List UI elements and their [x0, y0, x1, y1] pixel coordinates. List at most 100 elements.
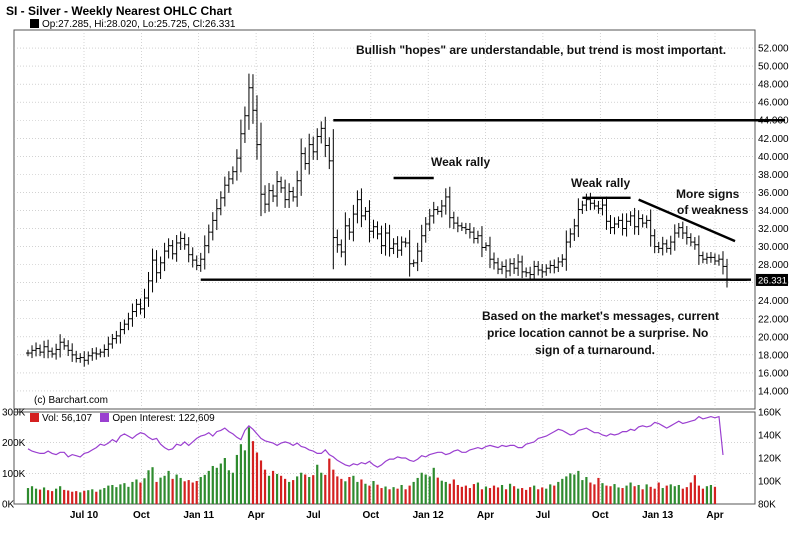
volume-bar: [50, 491, 54, 504]
volume-legend-swatch: [30, 413, 39, 422]
volume-bar: [296, 476, 299, 504]
volume-bar: [151, 467, 154, 504]
volume-bar: [288, 481, 291, 504]
weakness-trendline: [638, 198, 736, 243]
volume-bar: [444, 481, 447, 504]
volume-bar: [621, 488, 624, 504]
volume-bar: [496, 487, 500, 504]
volume-bar: [119, 484, 122, 504]
volume-bar: [661, 488, 664, 504]
volume-bar: [167, 470, 170, 504]
volume-bar: [259, 460, 263, 504]
ohlc-values: Op:27.285, Hi:28.020, Lo:25.725, Cl:26.3…: [42, 19, 236, 30]
volume-bar: [360, 479, 363, 504]
volume-bar: [689, 482, 692, 504]
volume-bar: [396, 488, 399, 504]
volume-bar: [384, 486, 387, 504]
volume-bar: [115, 487, 118, 504]
time-tick-label: Oct: [133, 510, 150, 521]
price-tick-label: 22.000: [758, 314, 789, 325]
volume-bar: [613, 484, 616, 504]
volume-bar: [436, 477, 439, 504]
ohlc-info: Op:27.285, Hi:28.020, Lo:25.725, Cl:26.3…: [30, 19, 235, 30]
volume-bar: [673, 486, 676, 504]
volume-bar: [107, 485, 110, 504]
volume-bar: [549, 484, 552, 504]
annotation-bottom-2: price location cannot be a surprise. No: [487, 326, 709, 340]
volume-bar: [416, 477, 419, 504]
annotation-weak-rally-2: Weak rally: [571, 176, 631, 190]
volume-bar: [143, 478, 146, 504]
volume-legend: Vol: 56,107 Open Interest: 122,609: [30, 413, 215, 424]
volume-bar: [521, 488, 524, 504]
volume-bar: [187, 480, 190, 504]
price-tick-label: 42.000: [758, 134, 789, 145]
last-price-tag: [756, 273, 788, 286]
volume-bar: [46, 490, 50, 504]
volume-bar: [211, 465, 214, 504]
volume-bar: [247, 427, 251, 504]
volume-tick-label: 100K: [2, 469, 26, 480]
volume-bar: [243, 450, 247, 504]
time-tick-label: Oct: [592, 510, 609, 521]
volume-bar: [191, 482, 194, 504]
volume-bar: [159, 477, 162, 504]
price-tick-label: 50.000: [758, 62, 789, 73]
volume-bar: [227, 470, 230, 504]
volume-bar: [504, 489, 508, 504]
volume-bar: [657, 482, 660, 504]
volume-bar: [308, 477, 311, 504]
price-plot-frame: [13, 29, 756, 410]
volume-bar: [693, 475, 696, 504]
price-tick-label: 32.000: [758, 224, 789, 235]
volume-bar: [219, 463, 222, 504]
oi-tick-label: 80K: [758, 500, 776, 511]
volume-bar: [577, 470, 580, 504]
volume-bar: [508, 483, 512, 504]
volume-bar: [42, 487, 46, 504]
volume-bar: [545, 488, 548, 504]
volume-bar: [203, 474, 206, 504]
volume-bar: [275, 473, 279, 504]
volume-bar: [300, 472, 303, 504]
volume-bar: [412, 481, 415, 504]
volume-bar: [480, 489, 484, 504]
annotation-more-signs-2: of weakness: [677, 203, 749, 217]
volume-bar: [452, 479, 455, 504]
volume-bar: [175, 474, 178, 504]
volume-bar: [464, 485, 467, 504]
volume-bar: [348, 477, 351, 504]
volume-tick-label: 200K: [2, 438, 26, 449]
volume-bar: [697, 485, 700, 504]
oi-tick-label: 120K: [758, 454, 782, 465]
chart-title: SI - Silver - Weekly Nearest OHLC Chart: [6, 4, 232, 18]
open-interest-line: [27, 415, 724, 468]
price-tick-label: 16.000: [758, 368, 789, 379]
volume-bar: [320, 472, 323, 504]
volume-bar: [215, 467, 218, 504]
volume-bar: [79, 492, 82, 504]
volume-bar: [637, 484, 640, 504]
volume-bar: [565, 476, 568, 504]
time-tick-label: Jan 11: [183, 510, 214, 521]
volume-bar: [183, 481, 186, 504]
time-tick-label: Apr: [247, 510, 264, 521]
time-tick-label: Jul: [306, 510, 321, 521]
volume-bar: [55, 488, 58, 504]
volume-bar: [408, 485, 411, 504]
volume-bar: [440, 480, 443, 504]
volume-bar: [525, 489, 528, 504]
volume-bar: [404, 489, 407, 504]
volume-bar: [653, 488, 656, 504]
volume-bar: [147, 470, 150, 504]
oi-tick-label: 100K: [758, 477, 782, 488]
volume-bar: [488, 488, 492, 504]
volume-bar: [316, 464, 319, 504]
volume-bar: [589, 482, 592, 504]
price-tick-label: 30.000: [758, 242, 789, 253]
volume-bar: [171, 478, 174, 504]
price-tick-label: 24.000: [758, 296, 789, 307]
price-tick-label: 48.000: [758, 80, 789, 91]
annotation-bottom-3: sign of a turnaround.: [535, 343, 655, 357]
oi-tick-label: 140K: [758, 431, 782, 442]
